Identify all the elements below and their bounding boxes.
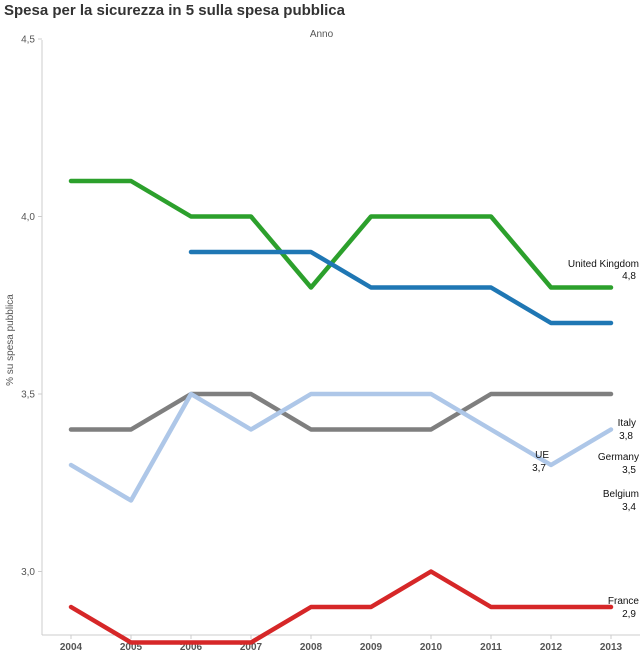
x-tick-label: 2012 (540, 642, 563, 653)
series-name-label-italy: Italy (618, 418, 636, 429)
series-value-label-belgium: 3,4 (622, 502, 636, 513)
series-line-germany (68, 391, 614, 432)
x-tick-label: 2011 (480, 642, 502, 653)
series-value-label-italy: 3,8 (619, 431, 633, 442)
y-tick-label: 3,5 (21, 390, 35, 401)
x-tick-label: 2009 (360, 642, 383, 653)
series-line-ue (188, 249, 614, 326)
x-tick-label: 2008 (300, 642, 323, 653)
series-name-label-france: France (608, 596, 640, 607)
y-axis-title: % su spesa pubblica (5, 294, 16, 386)
axes: 3,03,54,04,55,05,52004200520062007200820… (5, 35, 640, 653)
series-lines (68, 178, 614, 645)
y-tick-label: 4,0 (21, 212, 35, 223)
series-line-italy (68, 178, 614, 290)
y-tick-label: 3,0 (21, 567, 35, 578)
series-line-france (68, 569, 614, 645)
series-name-label-germany: Germany (598, 452, 639, 463)
series-line-belgium (68, 391, 614, 503)
x-tick-label: 2006 (180, 642, 203, 653)
series-name-label-ue: UE (535, 450, 549, 461)
series-value-label-united-kingdom: 4,8 (622, 271, 636, 282)
series-value-label-france: 2,9 (622, 609, 636, 620)
x-tick-label: 2010 (420, 642, 443, 653)
x-tick-label: 2005 (120, 642, 143, 653)
series-value-label-germany: 3,5 (622, 465, 636, 476)
series-name-label-united-kingdom: United Kingdom (568, 259, 639, 270)
x-tick-label: 2013 (600, 642, 623, 653)
x-axis-title: Anno (309, 29, 334, 40)
x-tick-label: 2004 (60, 642, 83, 653)
series-value-label-ue: 3,7 (532, 463, 546, 474)
y-tick-label: 4,5 (21, 35, 35, 46)
x-tick-label: 2007 (240, 642, 263, 653)
chart-title: Spesa per la sicurezza in 5 sulla spesa … (4, 2, 345, 19)
series-name-label-belgium: Belgium (603, 489, 639, 500)
